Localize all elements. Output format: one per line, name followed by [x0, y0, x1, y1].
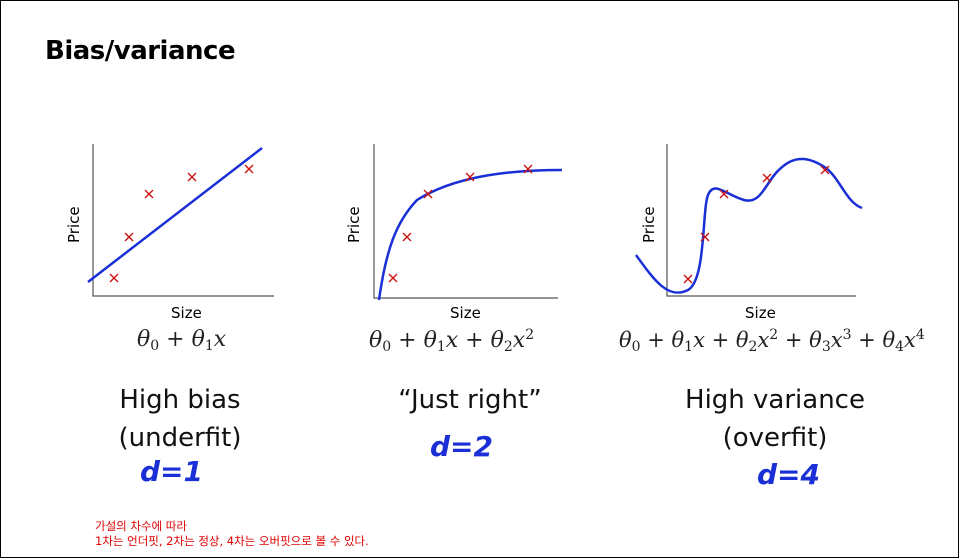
- annotation-note: 가설의 차수에 따라 1차는 언더핏, 2차는 정상, 4차는 오버핏으로 볼 …: [95, 519, 369, 549]
- formula-degree-2: θ0 + θ1x + θ2x2: [369, 327, 535, 355]
- handwritten-degree: d=1: [140, 455, 203, 488]
- plot-underfit: [87, 140, 278, 305]
- data-markers: [109, 164, 254, 283]
- data-point: [388, 273, 398, 283]
- slide-title: Bias/variance: [45, 36, 236, 66]
- caption-line-2: (overfit): [722, 423, 828, 453]
- y-axis-label: Price: [640, 206, 658, 243]
- handwritten-degree: d=4: [757, 458, 820, 491]
- axes: [373, 144, 558, 299]
- caption-line-1: High bias: [119, 385, 241, 415]
- data-point: [402, 232, 412, 242]
- caption-just-right: “Just right”: [385, 381, 555, 419]
- y-axis-label: Price: [65, 206, 83, 243]
- data-markers: [388, 164, 533, 283]
- plot-overfit: [634, 140, 871, 305]
- formula-degree-4: θ0 + θ1x + θ2x2 + θ3x3 + θ4x4: [619, 327, 925, 355]
- fit-curve: [377, 168, 563, 301]
- data-markers: [683, 165, 830, 284]
- caption-line-1: High variance: [685, 385, 865, 415]
- caption-underfit: High bias (underfit): [95, 381, 265, 457]
- plot-just-right-svg: [373, 144, 563, 301]
- data-point: [820, 165, 830, 175]
- fit-curve: [634, 157, 863, 294]
- y-axis-label: Price: [345, 206, 363, 243]
- plot-overfit-svg: [634, 144, 863, 297]
- caption-line-1: “Just right”: [398, 385, 542, 415]
- x-axis-label: Size: [745, 304, 776, 322]
- x-axis-label: Size: [450, 304, 481, 322]
- data-point: [124, 232, 134, 242]
- data-point: [523, 164, 533, 174]
- data-point: [762, 173, 772, 183]
- handwritten-degree: d=2: [430, 430, 493, 463]
- data-point: [700, 232, 710, 242]
- formula-degree-1: θ0 + θ1x: [137, 327, 227, 354]
- fit-curve: [87, 147, 263, 283]
- data-point: [683, 274, 693, 284]
- data-point: [144, 189, 154, 199]
- caption-line-2: (underfit): [118, 423, 242, 453]
- data-point: [244, 164, 254, 174]
- data-point: [109, 273, 119, 283]
- data-point: [423, 189, 433, 199]
- axes: [666, 144, 856, 297]
- caption-overfit: High variance (overfit): [670, 381, 880, 457]
- data-point: [465, 172, 475, 182]
- note-line-1: 가설의 차수에 따라: [95, 519, 187, 533]
- axes: [92, 144, 274, 297]
- x-axis-label: Size: [171, 304, 202, 322]
- data-point: [719, 189, 729, 199]
- note-line-2: 1차는 언더핏, 2차는 정상, 4차는 오버핏으로 볼 수 있다.: [95, 534, 369, 548]
- plot-underfit-svg: [87, 144, 274, 297]
- plot-just-right: [372, 140, 567, 307]
- data-point: [187, 172, 197, 182]
